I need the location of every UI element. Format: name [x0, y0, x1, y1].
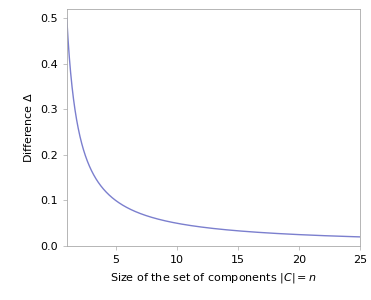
X-axis label: Size of the set of components $| C |= n$: Size of the set of components $| C |= n$: [110, 271, 317, 285]
Y-axis label: Difference $\Delta$: Difference $\Delta$: [23, 92, 35, 163]
